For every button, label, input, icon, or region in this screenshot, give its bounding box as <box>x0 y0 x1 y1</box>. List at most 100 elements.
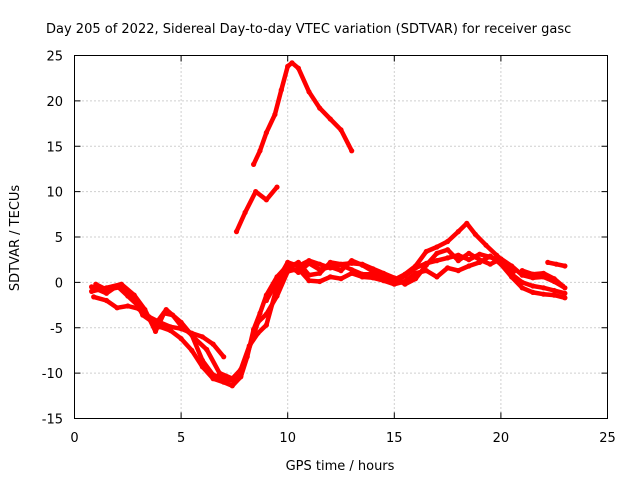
data-point <box>530 283 536 289</box>
data-point <box>257 310 263 316</box>
data-point <box>445 247 451 253</box>
data-point <box>349 260 355 266</box>
data-point <box>445 238 451 245</box>
data-point <box>152 321 159 327</box>
y-tick-label: -5 <box>50 322 63 337</box>
data-point <box>359 261 365 267</box>
data-point <box>391 277 397 283</box>
data-point <box>402 271 408 277</box>
data-point <box>327 259 333 265</box>
data-point <box>472 231 478 237</box>
data-point <box>199 334 205 340</box>
y-tick-labels: -15 -10 -5 0 5 10 15 20 25 <box>42 50 63 428</box>
data-point <box>163 307 169 313</box>
data-point <box>483 242 489 248</box>
data-point <box>246 343 252 349</box>
data-point <box>272 111 278 118</box>
data-point <box>487 261 493 267</box>
data-point <box>289 60 295 66</box>
data-point <box>349 267 355 273</box>
data-point <box>263 322 269 328</box>
data-point <box>242 209 248 216</box>
data-point <box>477 257 483 263</box>
data-point <box>274 278 280 285</box>
data-point <box>233 229 240 235</box>
x-tick-label: 15 <box>386 431 403 446</box>
data-point <box>204 346 210 353</box>
data-point <box>125 303 131 309</box>
data-point <box>455 258 461 264</box>
data-point <box>306 258 312 264</box>
data-point <box>317 261 323 267</box>
y-tick-label: 20 <box>46 95 63 110</box>
ticks <box>74 55 608 419</box>
data-point <box>540 270 547 276</box>
data-point <box>413 263 419 269</box>
data-point <box>251 327 257 333</box>
data-point <box>103 297 110 304</box>
data-point <box>530 289 536 295</box>
data-point <box>455 229 461 235</box>
data-point <box>551 276 557 282</box>
data-point <box>274 184 280 190</box>
data-point <box>553 261 559 267</box>
data-point <box>562 295 568 301</box>
series-trace-9 <box>251 60 354 167</box>
data-point <box>263 197 269 203</box>
data-point <box>255 330 261 336</box>
data-point <box>295 65 301 71</box>
data-point <box>263 130 269 136</box>
data-point <box>93 281 99 287</box>
data-point <box>189 347 195 353</box>
data-point <box>464 220 470 226</box>
y-tick-label: 25 <box>46 50 63 65</box>
data-point <box>545 259 551 265</box>
data-point <box>317 278 323 285</box>
data-point <box>306 89 312 95</box>
data-point <box>359 271 365 277</box>
x-tick-label: 20 <box>493 431 510 446</box>
data-point <box>140 312 146 318</box>
data-point <box>434 250 440 256</box>
x-tick-label: 0 <box>70 431 78 446</box>
data-point <box>89 288 95 294</box>
y-tick-label: 10 <box>46 186 63 201</box>
x-tick-label: 5 <box>177 431 185 446</box>
data-point <box>434 274 440 280</box>
chart-title: Day 205 of 2022, Sidereal Day-to-day VTE… <box>46 22 571 37</box>
data-point <box>306 278 312 284</box>
data-point <box>402 281 408 287</box>
data-point <box>519 279 525 285</box>
data-point <box>530 271 536 277</box>
data-point <box>152 328 159 334</box>
data-point <box>221 354 227 360</box>
data-point <box>445 265 451 271</box>
data-point <box>167 327 173 334</box>
data-point <box>221 379 227 385</box>
data-point <box>338 268 344 274</box>
data-point <box>540 291 547 297</box>
data-point <box>131 296 137 302</box>
series-trace-3 <box>91 251 568 389</box>
data-point <box>327 116 333 122</box>
x-tick-label: 25 <box>599 431 616 446</box>
data-point <box>295 269 301 275</box>
data-point <box>91 294 97 300</box>
data-point <box>562 263 568 269</box>
data-point <box>257 148 263 154</box>
y-tick-label: 15 <box>46 140 63 155</box>
data-point <box>199 364 205 370</box>
data-point <box>238 374 244 380</box>
data-point <box>317 105 323 111</box>
data-point <box>210 341 216 347</box>
data-point <box>263 297 269 304</box>
data-point <box>370 271 376 277</box>
data-point <box>445 255 451 261</box>
data-point <box>118 284 124 290</box>
data-point <box>466 257 472 263</box>
x-tick-label: 10 <box>279 431 296 446</box>
y-tick-label: 0 <box>55 276 63 291</box>
series-group <box>89 60 568 389</box>
data-point <box>381 273 387 279</box>
data-point <box>306 272 312 278</box>
